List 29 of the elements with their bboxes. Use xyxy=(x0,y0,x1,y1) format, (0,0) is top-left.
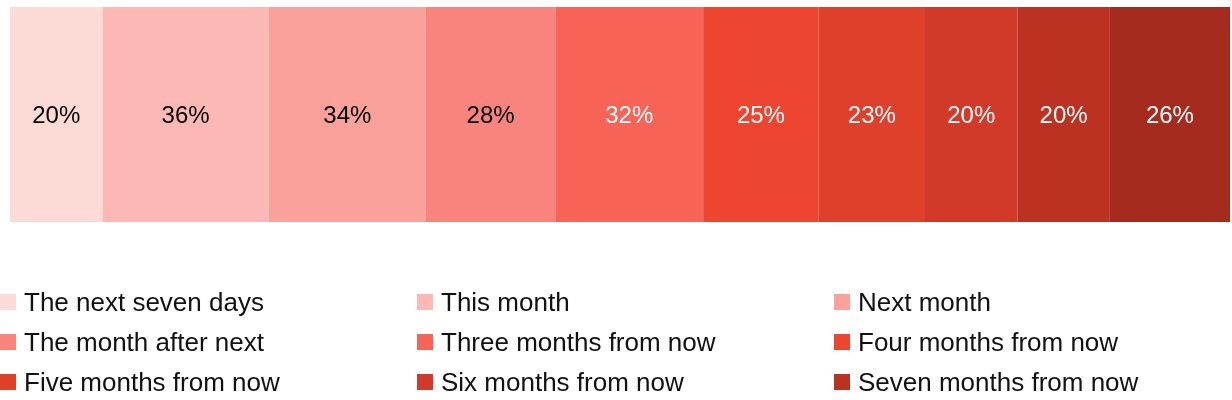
legend-label: Next month xyxy=(858,286,991,318)
bar xyxy=(555,7,704,222)
data-label: 20% xyxy=(32,101,81,128)
bar xyxy=(1017,7,1110,222)
data-label: 36% xyxy=(161,101,210,128)
data-label: 34% xyxy=(323,101,372,128)
legend-label: This month xyxy=(441,286,570,318)
data-label: 25% xyxy=(736,101,785,128)
legend-label: Four months from now xyxy=(858,326,1119,358)
data-label: 28% xyxy=(466,101,515,128)
legend-label: The next seven days xyxy=(24,286,264,318)
legend-label: Seven months from now xyxy=(858,366,1139,398)
legend-label: Three months from now xyxy=(441,326,716,358)
legend-label: The month after next xyxy=(24,326,264,358)
bar xyxy=(102,7,269,222)
bar xyxy=(925,7,1018,222)
legend-label: Six months from now xyxy=(441,366,684,398)
data-label: 23% xyxy=(847,101,896,128)
data-label: 20% xyxy=(1039,101,1088,128)
data-label: 26% xyxy=(1145,101,1194,128)
bar xyxy=(425,7,556,222)
bar xyxy=(1109,7,1230,222)
bar xyxy=(10,7,103,222)
data-label: 32% xyxy=(605,101,654,128)
legend-label: Five months from now xyxy=(24,366,280,398)
bar xyxy=(818,7,925,222)
bar xyxy=(703,7,819,222)
data-label: 20% xyxy=(947,101,996,128)
bar xyxy=(268,7,426,222)
